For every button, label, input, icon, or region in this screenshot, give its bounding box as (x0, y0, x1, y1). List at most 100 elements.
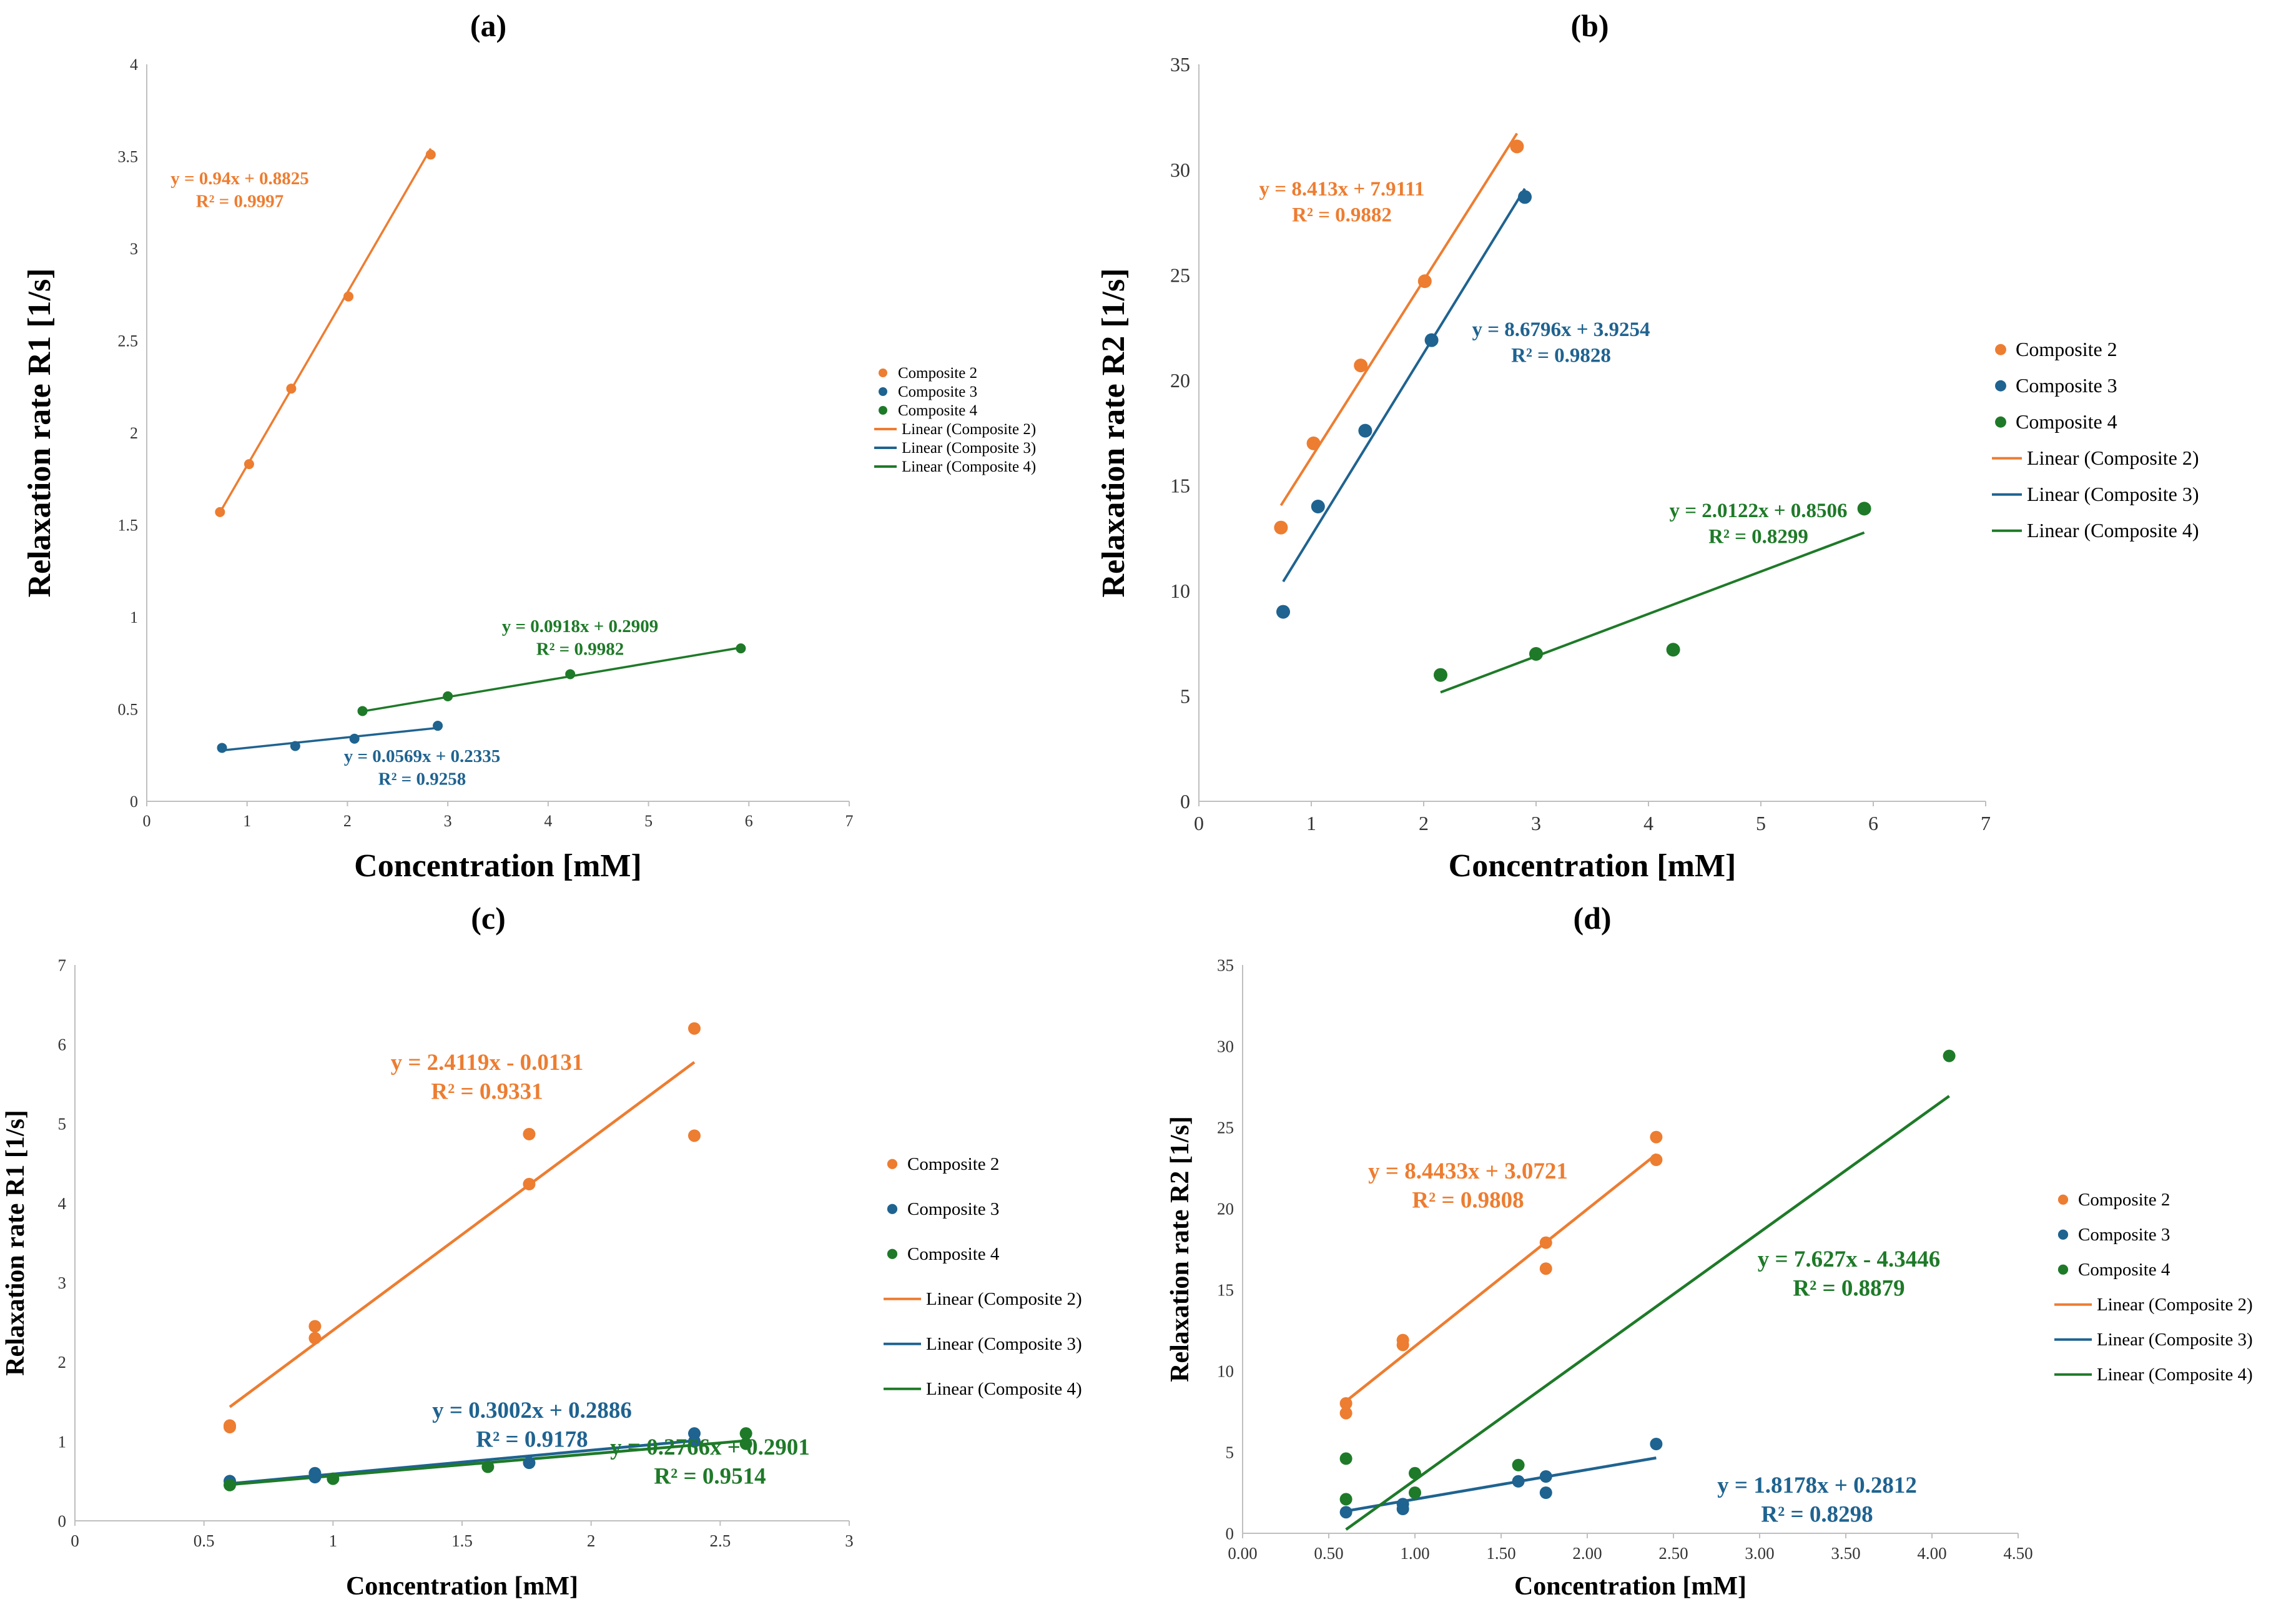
data-point-composite-2 (1306, 436, 1321, 450)
legend-label: Composite 2 (2078, 1190, 2170, 1210)
x-tick-label: 1 (243, 812, 251, 830)
data-point-composite-2 (1510, 139, 1524, 154)
data-point-composite-2 (1417, 274, 1432, 289)
trend-equation-composite-2: y = 8.413x + 7.9111 (1259, 178, 1425, 200)
legend-label: Composite 4 (898, 402, 978, 419)
data-point-composite-3 (1358, 423, 1372, 438)
x-tick-label: 0 (1194, 812, 1204, 834)
legend-label: Composite 3 (907, 1199, 999, 1219)
trend-r2-composite-3: R² = 0.8298 (1761, 1501, 1873, 1527)
trend-r2-composite-4: R² = 0.9514 (654, 1463, 766, 1489)
data-point-composite-4 (1409, 1466, 1421, 1480)
data-point-composite-3 (1539, 1486, 1552, 1499)
legend-marker-composite-4 (2057, 1264, 2069, 1275)
legend-label: Linear (Composite 4) (926, 1379, 1082, 1399)
legend-label: Composite 2 (2016, 338, 2117, 360)
x-tick-label: 5 (644, 812, 653, 830)
x-tick-label: 2.00 (1572, 1544, 1602, 1563)
y-axis-title: Relaxation rate R2 [1/s] (1166, 1116, 1195, 1382)
data-point-composite-4 (1857, 502, 1871, 516)
data-point-composite-4 (327, 1472, 340, 1485)
y-tick-label: 20 (1170, 369, 1190, 392)
chart-title: (d) (1573, 901, 1611, 936)
y-tick-label: 0.5 (118, 701, 139, 719)
x-tick-label: 4 (1643, 812, 1653, 834)
y-tick-label: 2 (58, 1353, 67, 1372)
y-tick-label: 0 (1180, 790, 1190, 813)
y-tick-label: 1 (130, 608, 138, 626)
data-point-composite-4 (565, 669, 576, 680)
data-point-composite-4 (481, 1460, 495, 1473)
legend-label: Composite 4 (907, 1244, 1000, 1264)
data-point-composite-3 (217, 743, 227, 753)
trend-r2-composite-3: R² = 0.9828 (1511, 344, 1611, 367)
trend-equation-composite-3: y = 0.0569x + 0.2335 (344, 746, 501, 766)
data-point-composite-2 (308, 1332, 322, 1345)
y-axis-title: Relaxation rate R1 [1/s] (22, 268, 57, 597)
trendline-composite-3 (229, 1439, 695, 1485)
y-tick-label: 0 (130, 793, 138, 811)
data-point-composite-4 (1943, 1049, 1956, 1062)
x-tick-label: 1.00 (1400, 1544, 1429, 1563)
x-axis-title: Concentration [mM] (1449, 848, 1737, 884)
y-tick-label: 5 (1180, 685, 1190, 708)
data-point-composite-4 (1409, 1486, 1421, 1499)
legend-label: Composite 3 (898, 383, 977, 400)
trend-r2-composite-2: R² = 0.9882 (1292, 204, 1392, 226)
x-tick-label: 2 (343, 812, 352, 830)
legend-label: Composite 2 (907, 1154, 999, 1174)
x-tick-label: 1.50 (1486, 1544, 1515, 1563)
legend-label: Composite 3 (2078, 1225, 2170, 1245)
y-tick-label: 4 (58, 1194, 67, 1213)
data-point-composite-4 (739, 1437, 752, 1450)
x-tick-label: 6 (745, 812, 753, 830)
y-tick-label: 6 (58, 1036, 67, 1054)
y-tick-label: 2 (130, 424, 138, 442)
data-point-composite-3 (290, 741, 300, 751)
x-tick-label: 4 (544, 812, 552, 830)
data-point-composite-4 (736, 643, 746, 654)
data-point-composite-2 (1650, 1130, 1663, 1144)
chart-panel-b: (b) 0 1 2 3 4 5 6 7 0 5 10 15 20 25 30 35 Concentration [… (1096, 8, 2199, 884)
trend-equation-composite-4: y = 2.0122x + 0.8506 (1669, 500, 1847, 522)
y-tick-label: 0 (58, 1511, 67, 1530)
y-tick-label: 25 (1170, 264, 1190, 286)
x-tick-label: 3 (845, 1531, 854, 1550)
data-point-composite-2 (1539, 1262, 1552, 1275)
legend-label: Linear (Composite 2) (926, 1289, 1082, 1309)
data-point-composite-2 (688, 1129, 701, 1142)
legend-marker-composite-3 (887, 1204, 898, 1214)
trend-r2-composite-4: R² = 0.8879 (1793, 1275, 1904, 1301)
trend-r2-composite-4: R² = 0.9982 (536, 639, 624, 659)
x-tick-label: 2 (587, 1531, 596, 1550)
legend-marker-composite-3 (1995, 380, 2006, 392)
legend-label: Linear (Composite 2) (2097, 1295, 2253, 1315)
data-point-composite-3 (1339, 1506, 1352, 1519)
x-tick-label: 4.00 (1917, 1544, 1946, 1563)
trend-equation-composite-4: y = 0.0918x + 0.2909 (502, 616, 659, 636)
x-tick-label: 1 (329, 1531, 338, 1550)
data-point-composite-2 (688, 1022, 701, 1035)
x-tick-label: 7 (1981, 812, 1991, 834)
y-axis-title: Relaxation rate R2 [1/s] (1096, 268, 1131, 597)
trend-r2-composite-2: R² = 0.9331 (431, 1079, 543, 1104)
chart-title: (a) (470, 8, 506, 43)
x-tick-label: 2.50 (1658, 1544, 1688, 1563)
trendline-composite-2 (229, 1061, 696, 1408)
x-axis-title: Concentration [mM] (1514, 1572, 1747, 1601)
data-point-composite-2 (523, 1127, 536, 1140)
y-tick-label: 3.5 (118, 148, 139, 166)
legend-label: Linear (Composite 3) (902, 440, 1036, 457)
legend-label: Composite 4 (2016, 410, 2117, 433)
data-point-composite-2 (343, 291, 354, 302)
data-point-composite-3 (1650, 1438, 1663, 1450)
legend-label: Linear (Composite 3) (2027, 483, 2199, 505)
trend-r2-composite-3: R² = 0.9178 (476, 1427, 588, 1452)
legend-marker-composite-2 (2057, 1194, 2069, 1205)
data-point-composite-2 (244, 459, 254, 470)
data-point-composite-3 (433, 721, 443, 731)
x-tick-label: 0.00 (1228, 1544, 1257, 1563)
y-tick-label: 5 (58, 1115, 67, 1134)
